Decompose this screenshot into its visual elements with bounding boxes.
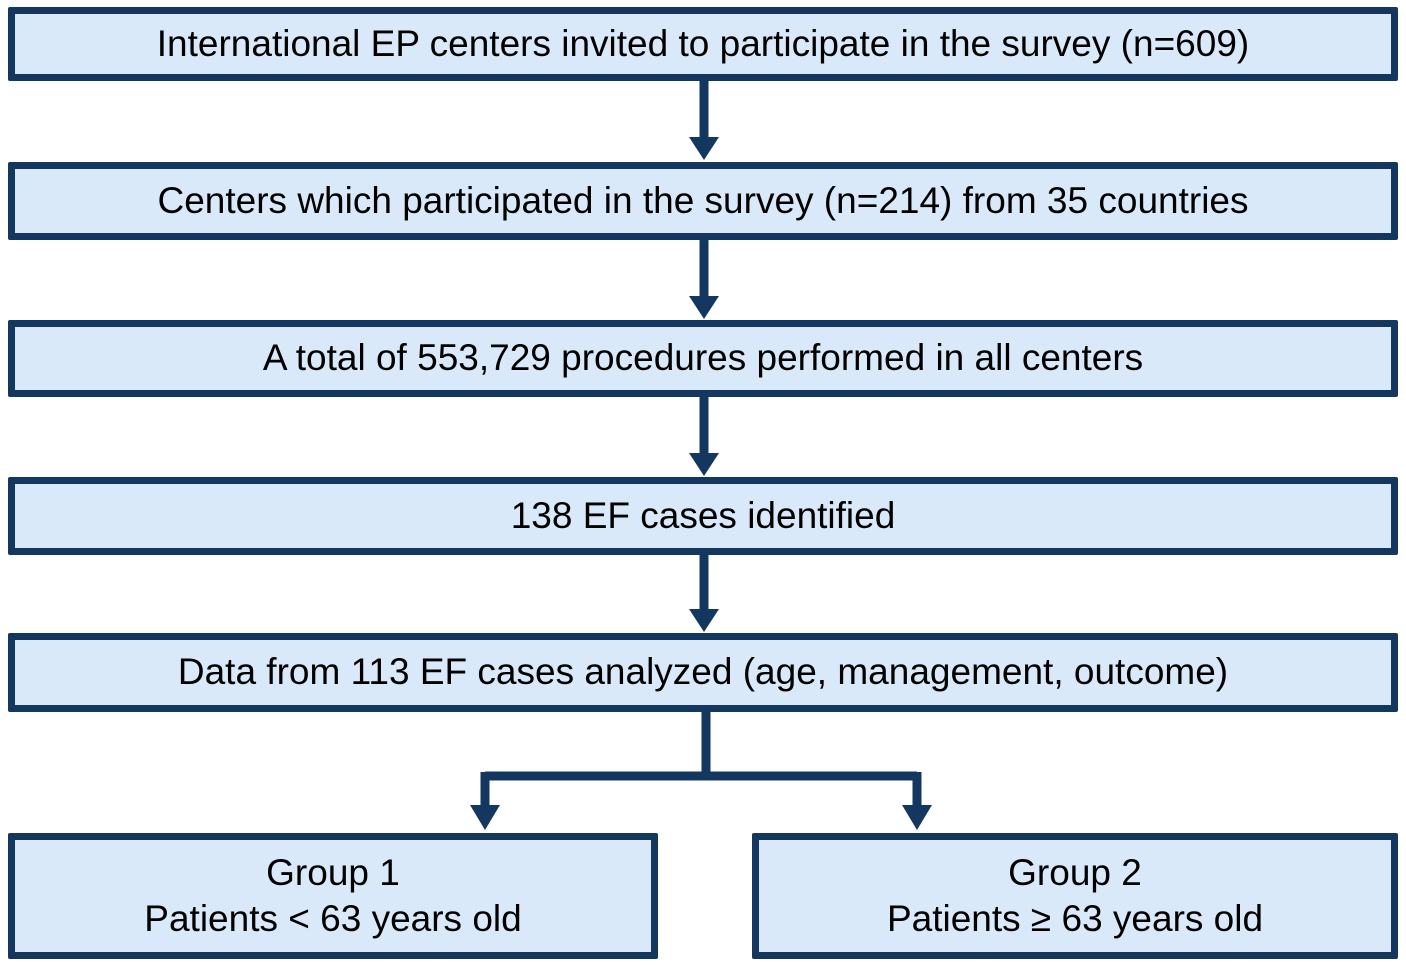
step-label: Data from 113 EF cases analyzed (age, ma… [177,651,1229,693]
step-participating-centers: Centers which participated in the survey… [8,162,1398,240]
step-label: International EP centers invited to part… [156,22,1250,64]
split-connector [470,712,932,830]
group-1-box: Group 1 Patients < 63 years old [8,833,658,959]
down-arrow-3 [689,397,719,476]
step-ef-cases-identified: 138 EF cases identified [8,477,1398,555]
down-arrow-1 [689,81,719,160]
group-subtitle: Patients ≥ 63 years old [886,898,1264,939]
group-subtitle: Patients < 63 years old [144,898,522,939]
group-2-box: Group 2 Patients ≥ 63 years old [752,833,1398,959]
step-label: 138 EF cases identified [510,494,896,536]
step-total-procedures: A total of 553,729 procedures performed … [8,320,1398,397]
group-title: Group 2 [1008,851,1142,893]
step-label: Centers which participated in the survey… [157,179,1249,221]
step-invited-centers: International EP centers invited to part… [8,7,1398,81]
split-arrowhead-right [902,805,932,830]
group-title: Group 1 [266,851,400,893]
step-ef-cases-analyzed: Data from 113 EF cases analyzed (age, ma… [8,633,1398,712]
down-arrow-4 [689,555,719,632]
split-arrowhead-left [470,805,500,830]
step-label: A total of 553,729 procedures performed … [262,337,1144,379]
down-arrow-2 [689,240,719,319]
